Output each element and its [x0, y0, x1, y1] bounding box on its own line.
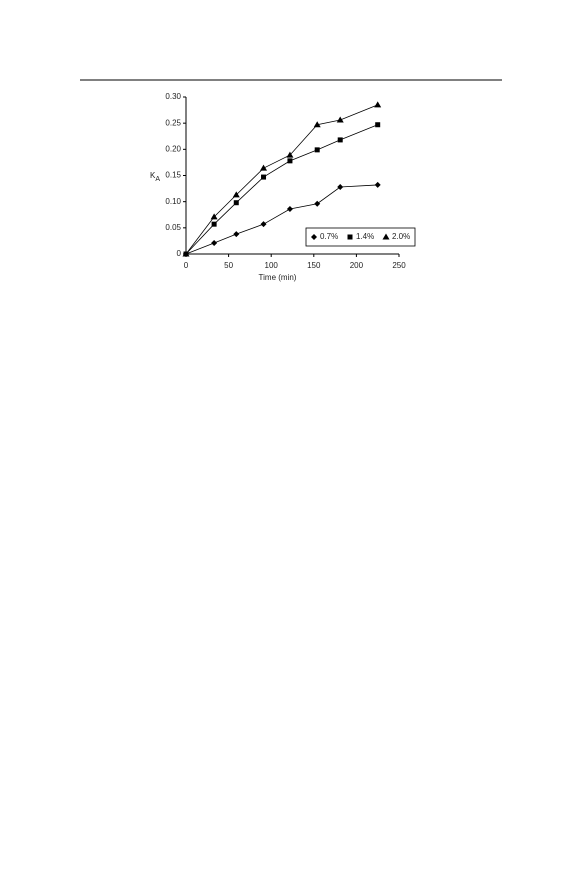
y-tick-label: 0.20: [165, 144, 181, 153]
legend-label: 1.4%: [356, 232, 374, 241]
marker: [337, 184, 344, 191]
legend-label: 0.7%: [320, 232, 338, 241]
marker: [286, 151, 294, 158]
marker: [374, 181, 381, 188]
y-tick-label: 0: [177, 249, 182, 258]
legend-marker: [311, 234, 317, 240]
chart: 0 0.05 0.10 0.15 0.20 0.25 0.30 0 50 100 150 200 250…: [150, 92, 416, 282]
y-tick-label: 0.15: [165, 171, 181, 180]
marker: [287, 158, 293, 164]
marker: [314, 147, 320, 153]
x-tick-label: 200: [350, 261, 364, 270]
marker: [261, 174, 267, 180]
marker: [313, 121, 321, 128]
y-tick-label: 0.30: [165, 92, 181, 101]
trend-line: [185, 184, 378, 255]
marker: [211, 240, 218, 247]
x-tick-label: 100: [265, 261, 279, 270]
marker: [210, 213, 218, 220]
marker: [375, 122, 381, 128]
marker: [260, 164, 268, 171]
y-tick-label: 0.10: [165, 197, 181, 206]
legend-label: 2.0%: [392, 232, 410, 241]
marker: [211, 221, 217, 227]
x-tick-label: 250: [392, 261, 406, 270]
y-axis-label: KA: [150, 171, 160, 183]
marker: [260, 221, 267, 228]
marker: [233, 200, 239, 206]
marker: [182, 250, 190, 257]
legend-marker: [382, 233, 390, 240]
legend-box: [305, 227, 416, 247]
y-tick-label: 0.05: [165, 223, 181, 232]
trend-line: [185, 104, 378, 255]
marker: [233, 231, 240, 238]
marker: [374, 101, 382, 108]
x-tick-label: 150: [307, 261, 321, 270]
y-tick-label: 0.25: [165, 118, 181, 127]
marker: [336, 116, 344, 123]
marker: [232, 191, 240, 198]
y-axis-label-sub: A: [155, 176, 160, 183]
trend-line: [185, 124, 378, 255]
y-axis-label-main: K: [150, 171, 156, 180]
marker: [286, 205, 293, 212]
marker: [314, 200, 321, 207]
marker: [337, 137, 343, 143]
x-tick-label: 50: [224, 261, 233, 270]
legend-marker: [347, 234, 353, 240]
x-tick-label: 0: [184, 261, 189, 270]
x-axis-label: Time (min): [259, 273, 297, 282]
